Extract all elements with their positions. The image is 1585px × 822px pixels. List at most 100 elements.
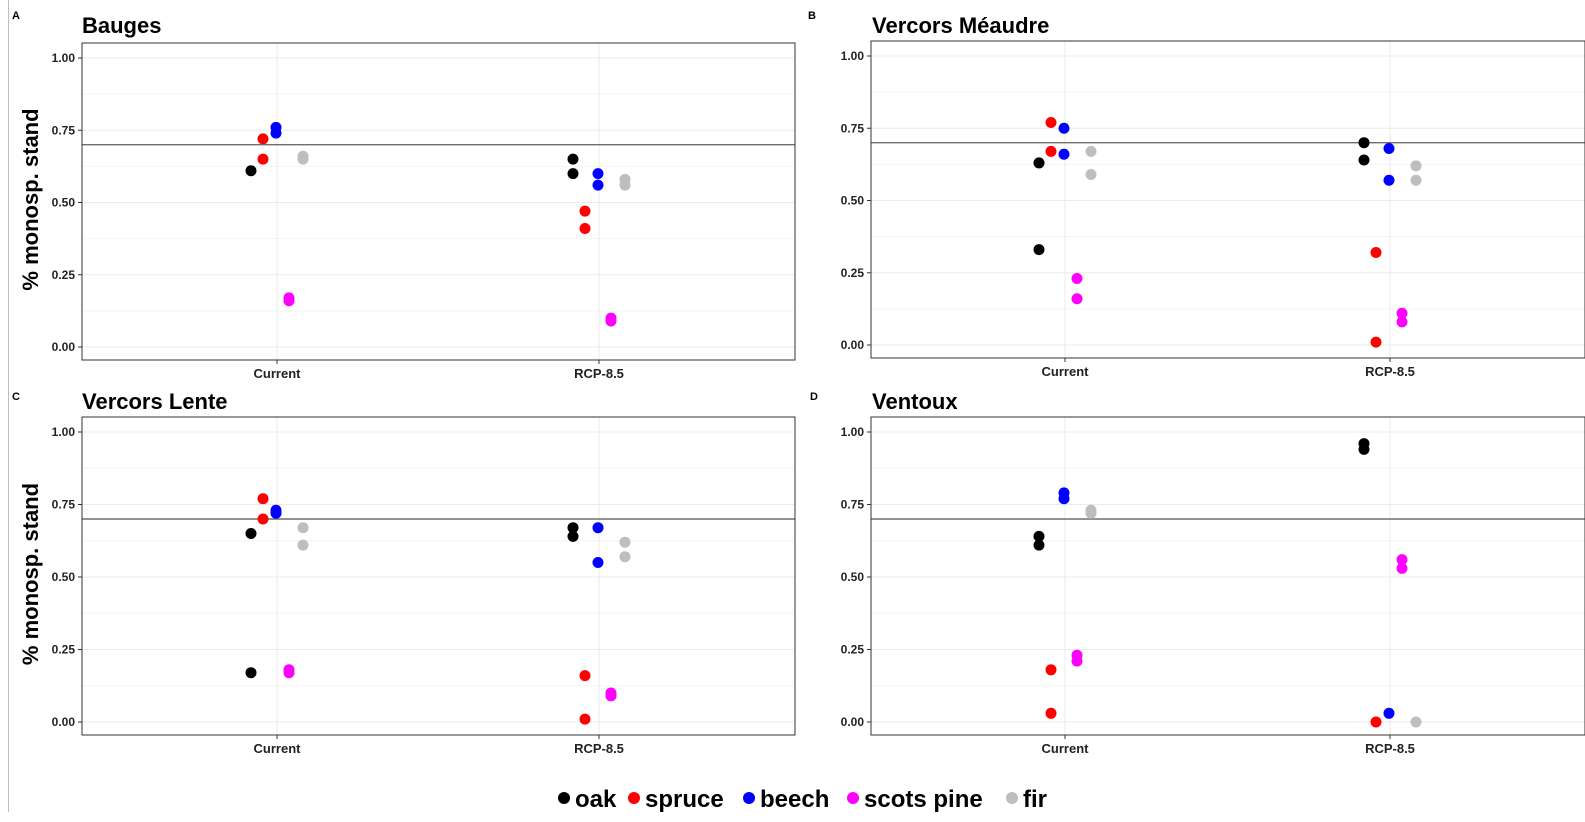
point-fir-rcp85: [619, 179, 631, 191]
plot-background: [871, 41, 1585, 358]
point-beech-rcp85: [1383, 142, 1395, 154]
point-spruce-rcp85: [579, 670, 591, 682]
legend-swatch-oak: [558, 792, 570, 804]
legend-label-beech: beech: [760, 786, 829, 813]
plot-frame: [870, 40, 1585, 359]
point-scots-pine-current: [1071, 655, 1083, 667]
legend-swatch-beech: [743, 792, 755, 804]
panel-title: Ventoux: [872, 389, 958, 414]
y-tick-label: 0.75: [52, 123, 76, 137]
y-tick-label: 0.75: [841, 121, 865, 135]
plot-frame: [81, 416, 796, 736]
panel-c: 0.00 0.25 0.50 0.75 1.00 Current RCP-8.5 C Verco…: [12, 389, 796, 756]
point-oak-rcp85: [1358, 137, 1370, 149]
x-tick-label: Current: [254, 741, 302, 756]
point-oak-rcp85: [1358, 443, 1370, 455]
x-tick-label: RCP-8.5: [574, 366, 624, 381]
point-spruce-rcp85: [1370, 336, 1382, 348]
point-spruce-rcp85: [579, 713, 591, 725]
point-spruce-current: [257, 133, 269, 145]
point-oak-rcp85: [1358, 154, 1370, 166]
y-tick-label: 1.00: [841, 49, 865, 63]
point-fir-current: [297, 153, 309, 165]
panel-title: Vercors Lente: [82, 389, 228, 414]
panel-d: 0.00 0.25 0.50 0.75 1.00 Current RCP-8.5 D Vento…: [810, 389, 1585, 756]
x-tick-label: RCP-8.5: [1365, 364, 1415, 379]
legend-swatch-scots-pine: [847, 792, 859, 804]
point-spruce-current: [257, 493, 269, 505]
point-beech-rcp85: [592, 168, 604, 180]
x-tick-label: Current: [1042, 364, 1090, 379]
point-spruce-rcp85: [1370, 247, 1382, 259]
point-spruce-current: [1045, 145, 1057, 157]
panel-title: Bauges: [82, 13, 161, 38]
point-oak-current: [1033, 530, 1045, 542]
point-spruce-current: [257, 513, 269, 525]
point-scots-pine-rcp85: [1396, 307, 1408, 319]
point-beech-rcp85: [592, 179, 604, 191]
x-tick-label: Current: [254, 366, 302, 381]
point-fir-rcp85: [619, 551, 631, 563]
point-beech-current: [270, 127, 282, 139]
panel-tag: C: [12, 391, 20, 403]
y-tick-label: 0.25: [52, 268, 76, 282]
point-scots-pine-rcp85: [1396, 554, 1408, 566]
point-beech-rcp85: [592, 522, 604, 534]
legend-label-spruce: spruce: [645, 786, 724, 813]
plot-frame: [81, 42, 796, 361]
point-oak-current: [1033, 244, 1045, 256]
panel-tag: A: [12, 10, 20, 22]
point-scots-pine-rcp85: [605, 690, 617, 702]
legend: oak spruce beech scots pine fir: [558, 786, 1047, 813]
legend-swatch-fir: [1006, 792, 1018, 804]
y-tick-label: 0.25: [841, 266, 865, 280]
point-scots-pine-current: [1071, 293, 1083, 305]
point-spruce-current: [1045, 664, 1057, 676]
point-scots-pine-rcp85: [1396, 316, 1408, 328]
point-fir-rcp85: [619, 536, 631, 548]
point-oak-current: [245, 528, 257, 539]
point-fir-rcp85: [1410, 716, 1422, 728]
point-beech-current: [1058, 493, 1070, 505]
point-oak-rcp85: [567, 153, 579, 165]
panel-title: Vercors Méaudre: [872, 13, 1049, 38]
point-oak-rcp85: [567, 530, 579, 542]
y-tick-label: 0.75: [52, 498, 76, 512]
point-oak-current: [245, 667, 257, 679]
plot-frame: [870, 416, 1585, 736]
y-tick-label: 0.50: [52, 196, 76, 210]
point-fir-rcp85: [1410, 174, 1422, 186]
x-tick-label: Current: [1042, 741, 1090, 756]
y-tick-label: 0.75: [841, 498, 865, 512]
y-tick-label: 0.25: [841, 643, 865, 657]
point-oak-current: [1033, 539, 1045, 551]
point-spruce-rcp85: [579, 223, 591, 235]
point-beech-rcp85: [1383, 174, 1395, 186]
point-scots-pine-rcp85: [605, 315, 617, 327]
y-tick-label: 0.00: [52, 715, 76, 729]
y-tick-label: 0.50: [841, 570, 865, 584]
x-tick-label: RCP-8.5: [1365, 741, 1415, 756]
point-oak-rcp85: [567, 168, 579, 180]
y-axis-label: % monosp. stand: [18, 108, 43, 290]
y-tick-label: 0.00: [841, 338, 865, 352]
y-tick-label: 0.00: [52, 340, 76, 354]
point-scots-pine-current: [1071, 273, 1083, 285]
point-fir-current: [1085, 145, 1097, 157]
legend-label-scots-pine: scots pine: [864, 786, 983, 813]
plot-background: [82, 43, 795, 360]
point-beech-rcp85: [1383, 707, 1395, 719]
y-tick-label: 0.25: [52, 643, 76, 657]
point-oak-current: [245, 165, 257, 177]
point-spruce-rcp85: [1370, 716, 1382, 728]
point-beech-current: [1058, 122, 1070, 134]
panel-tag: D: [810, 391, 818, 403]
point-fir-current: [297, 522, 309, 534]
y-tick-label: 0.50: [52, 570, 76, 584]
x-tick-label: RCP-8.5: [574, 741, 624, 756]
panel-a: 0.00 0.25 0.50 0.75 1.00 Current RCP-8.5 A Bauge…: [12, 10, 796, 381]
y-tick-label: 1.00: [841, 425, 865, 439]
y-tick-label: 1.00: [52, 51, 76, 65]
point-scots-pine-current: [283, 667, 295, 679]
